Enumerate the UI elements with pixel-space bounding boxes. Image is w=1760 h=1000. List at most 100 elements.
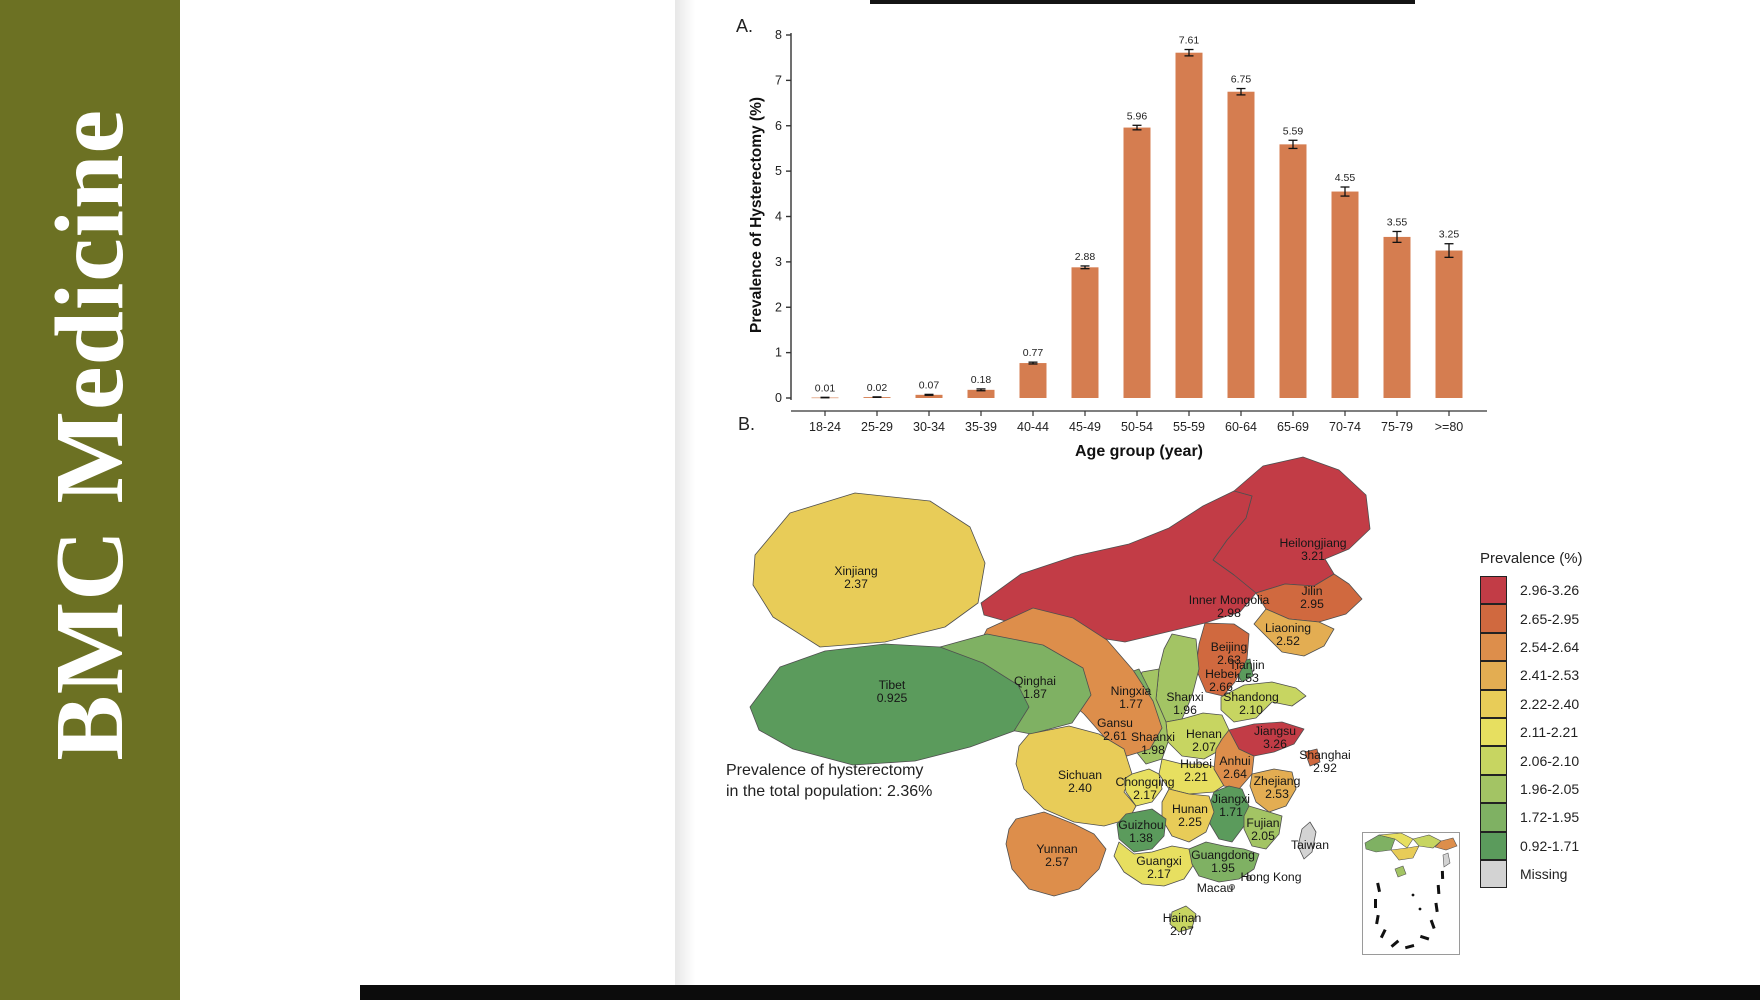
province-label-jilin: Jilin — [1302, 584, 1323, 598]
province-value-anhui: 2.64 — [1223, 767, 1247, 781]
x-tick-label: 60-64 — [1225, 420, 1257, 434]
legend-label-1.72-1.95: 1.72-1.95 — [1520, 809, 1580, 826]
y-tick-label: 3 — [775, 255, 782, 269]
bottom-black-bar — [360, 985, 1760, 1000]
bar-60-64 — [1227, 91, 1255, 398]
x-tick-label: 30-34 — [913, 420, 945, 434]
region-label-hong-kong: Hong Kong — [1241, 870, 1302, 884]
x-tick-label: 35-39 — [965, 420, 997, 434]
legend-label-1.96-2.05: 1.96-2.05 — [1520, 780, 1580, 797]
legend-row-8: 1.72-1.95 — [1480, 803, 1583, 832]
province-shape-yunnan — [1005, 811, 1107, 897]
province-value-heilongjiang: 3.21 — [1301, 549, 1325, 563]
province-label-jiangxi: Jiangxi — [1212, 792, 1250, 806]
province-label-beijing: Beijing — [1211, 640, 1248, 654]
x-tick-label: 25-29 — [861, 420, 893, 434]
province-shape-tibet — [749, 643, 1030, 766]
bar-value-label: 0.02 — [867, 382, 888, 394]
top-crop-line — [870, 0, 1415, 4]
province-label-shanxi: Shanxi — [1166, 690, 1203, 704]
bar-value-label: 3.25 — [1439, 229, 1460, 241]
province-label-inner-mongolia: Inner Mongolia — [1189, 593, 1270, 607]
legend-row-6: 2.06-2.10 — [1480, 746, 1583, 775]
province-shapes — [749, 456, 1371, 933]
inset-hainan — [1394, 865, 1407, 878]
legend-swatch-2.96-3.26 — [1480, 576, 1507, 605]
province-value-tianjin: 1.53 — [1235, 671, 1259, 685]
legend-row-7: 1.96-2.05 — [1480, 774, 1583, 804]
province-value-fujian: 2.05 — [1251, 829, 1275, 843]
province-value-chongqing: 2.17 — [1133, 788, 1157, 802]
province-label-shanghai: Shanghai — [1299, 748, 1351, 762]
province-label-hainan: Hainan — [1163, 911, 1202, 925]
legend-swatch-0.92-1.71 — [1480, 831, 1507, 860]
bar-value-label: 3.55 — [1387, 216, 1408, 228]
x-tick-label: 18-24 — [809, 420, 841, 434]
province-label-qinghai: Qinghai — [1014, 674, 1056, 688]
province-value-guizhou: 1.38 — [1129, 831, 1153, 845]
bar-value-label: 0.01 — [815, 382, 836, 394]
bar-value-label: 0.18 — [971, 374, 992, 386]
inset-region — [1412, 834, 1442, 849]
y-tick-label: 1 — [775, 346, 782, 360]
legend-row-3: 2.41-2.53 — [1480, 661, 1583, 690]
province-label-chongqing: Chongqing — [1116, 775, 1175, 789]
bar-value-label: 0.07 — [919, 379, 940, 391]
legend-swatch-2.06-2.10 — [1480, 746, 1507, 775]
province-value-inner-mongolia: 2.98 — [1217, 606, 1241, 620]
annotation-line-2: in the total population: 2.36% — [726, 783, 933, 800]
province-value-hubei: 2.21 — [1184, 770, 1208, 784]
province-label-sichuan: Sichuan — [1058, 768, 1102, 782]
bar-value-label: 0.77 — [1023, 347, 1044, 359]
province-shape-guizhou — [1116, 808, 1167, 853]
legend-label-2.65-2.95: 2.65-2.95 — [1520, 610, 1580, 627]
y-tick-label: 4 — [775, 210, 782, 224]
x-tick-label: 40-44 — [1017, 420, 1049, 434]
inset-region — [1378, 832, 1414, 849]
inset-mini-map — [1364, 832, 1458, 950]
province-shape-hainan — [1169, 905, 1197, 933]
province-value-henan: 2.07 — [1192, 740, 1216, 754]
bar-value-label: 5.59 — [1283, 125, 1304, 137]
x-axis-title: Age group (year) — [1075, 443, 1203, 460]
legend-label-Missing: Missing — [1520, 866, 1568, 883]
province-label-gansu: Gansu — [1097, 716, 1133, 730]
province-label-hunan: Hunan — [1172, 802, 1208, 816]
region-label-taiwan: Taiwan — [1291, 838, 1329, 852]
bar-value-label: 5.96 — [1127, 110, 1148, 122]
bar-35-39 — [967, 389, 995, 398]
x-tick-label: 50-54 — [1121, 420, 1153, 434]
region-shape-taiwan — [1297, 821, 1317, 860]
bar-55-59 — [1175, 52, 1203, 398]
province-label-liaoning: Liaoning — [1265, 621, 1311, 635]
y-tick-label: 7 — [775, 73, 782, 87]
province-value-jiangxi: 1.71 — [1219, 805, 1243, 819]
province-value-beijing: 2.63 — [1217, 653, 1241, 667]
province-shape-jiangsu — [1228, 721, 1305, 757]
province-value-gansu: 2.61 — [1103, 729, 1127, 743]
legend-row-5: 2.11-2.21 — [1480, 717, 1583, 747]
legend-row-10: Missing — [1480, 859, 1583, 889]
bar-65-69 — [1279, 144, 1307, 398]
province-value-guangxi: 2.17 — [1147, 867, 1171, 881]
province-value-qinghai: 1.87 — [1023, 687, 1047, 701]
bar-40-44 — [1019, 363, 1047, 398]
province-value-ningxia: 1.77 — [1119, 697, 1143, 711]
legend-swatch-2.22-2.40 — [1480, 689, 1507, 718]
map-legend: Prevalence (%) 2.96-3.26 2.65-2.95 2.54-2.… — [1480, 550, 1583, 889]
y-tick-label: 2 — [775, 300, 782, 314]
legend-swatch-2.54-2.64 — [1480, 632, 1507, 662]
y-tick-label: 5 — [775, 164, 782, 178]
region-label-macau: Macau — [1197, 881, 1234, 895]
annotation-line-1: Prevalence of hysterectomy — [726, 762, 924, 779]
province-value-sichuan: 2.40 — [1068, 781, 1092, 795]
y-tick-label: 8 — [775, 28, 782, 42]
legend-swatch-Missing — [1480, 859, 1507, 889]
inset-region — [1434, 837, 1458, 851]
legend-swatch-2.41-2.53 — [1480, 661, 1507, 690]
y-axis-title: Prevalence of Hysterectomy (%) — [748, 97, 765, 333]
province-value-shanxi: 1.96 — [1173, 703, 1197, 717]
province-label-heilongjiang: Heilongjiang — [1279, 536, 1346, 550]
x-tick-label: 45-49 — [1069, 420, 1101, 434]
